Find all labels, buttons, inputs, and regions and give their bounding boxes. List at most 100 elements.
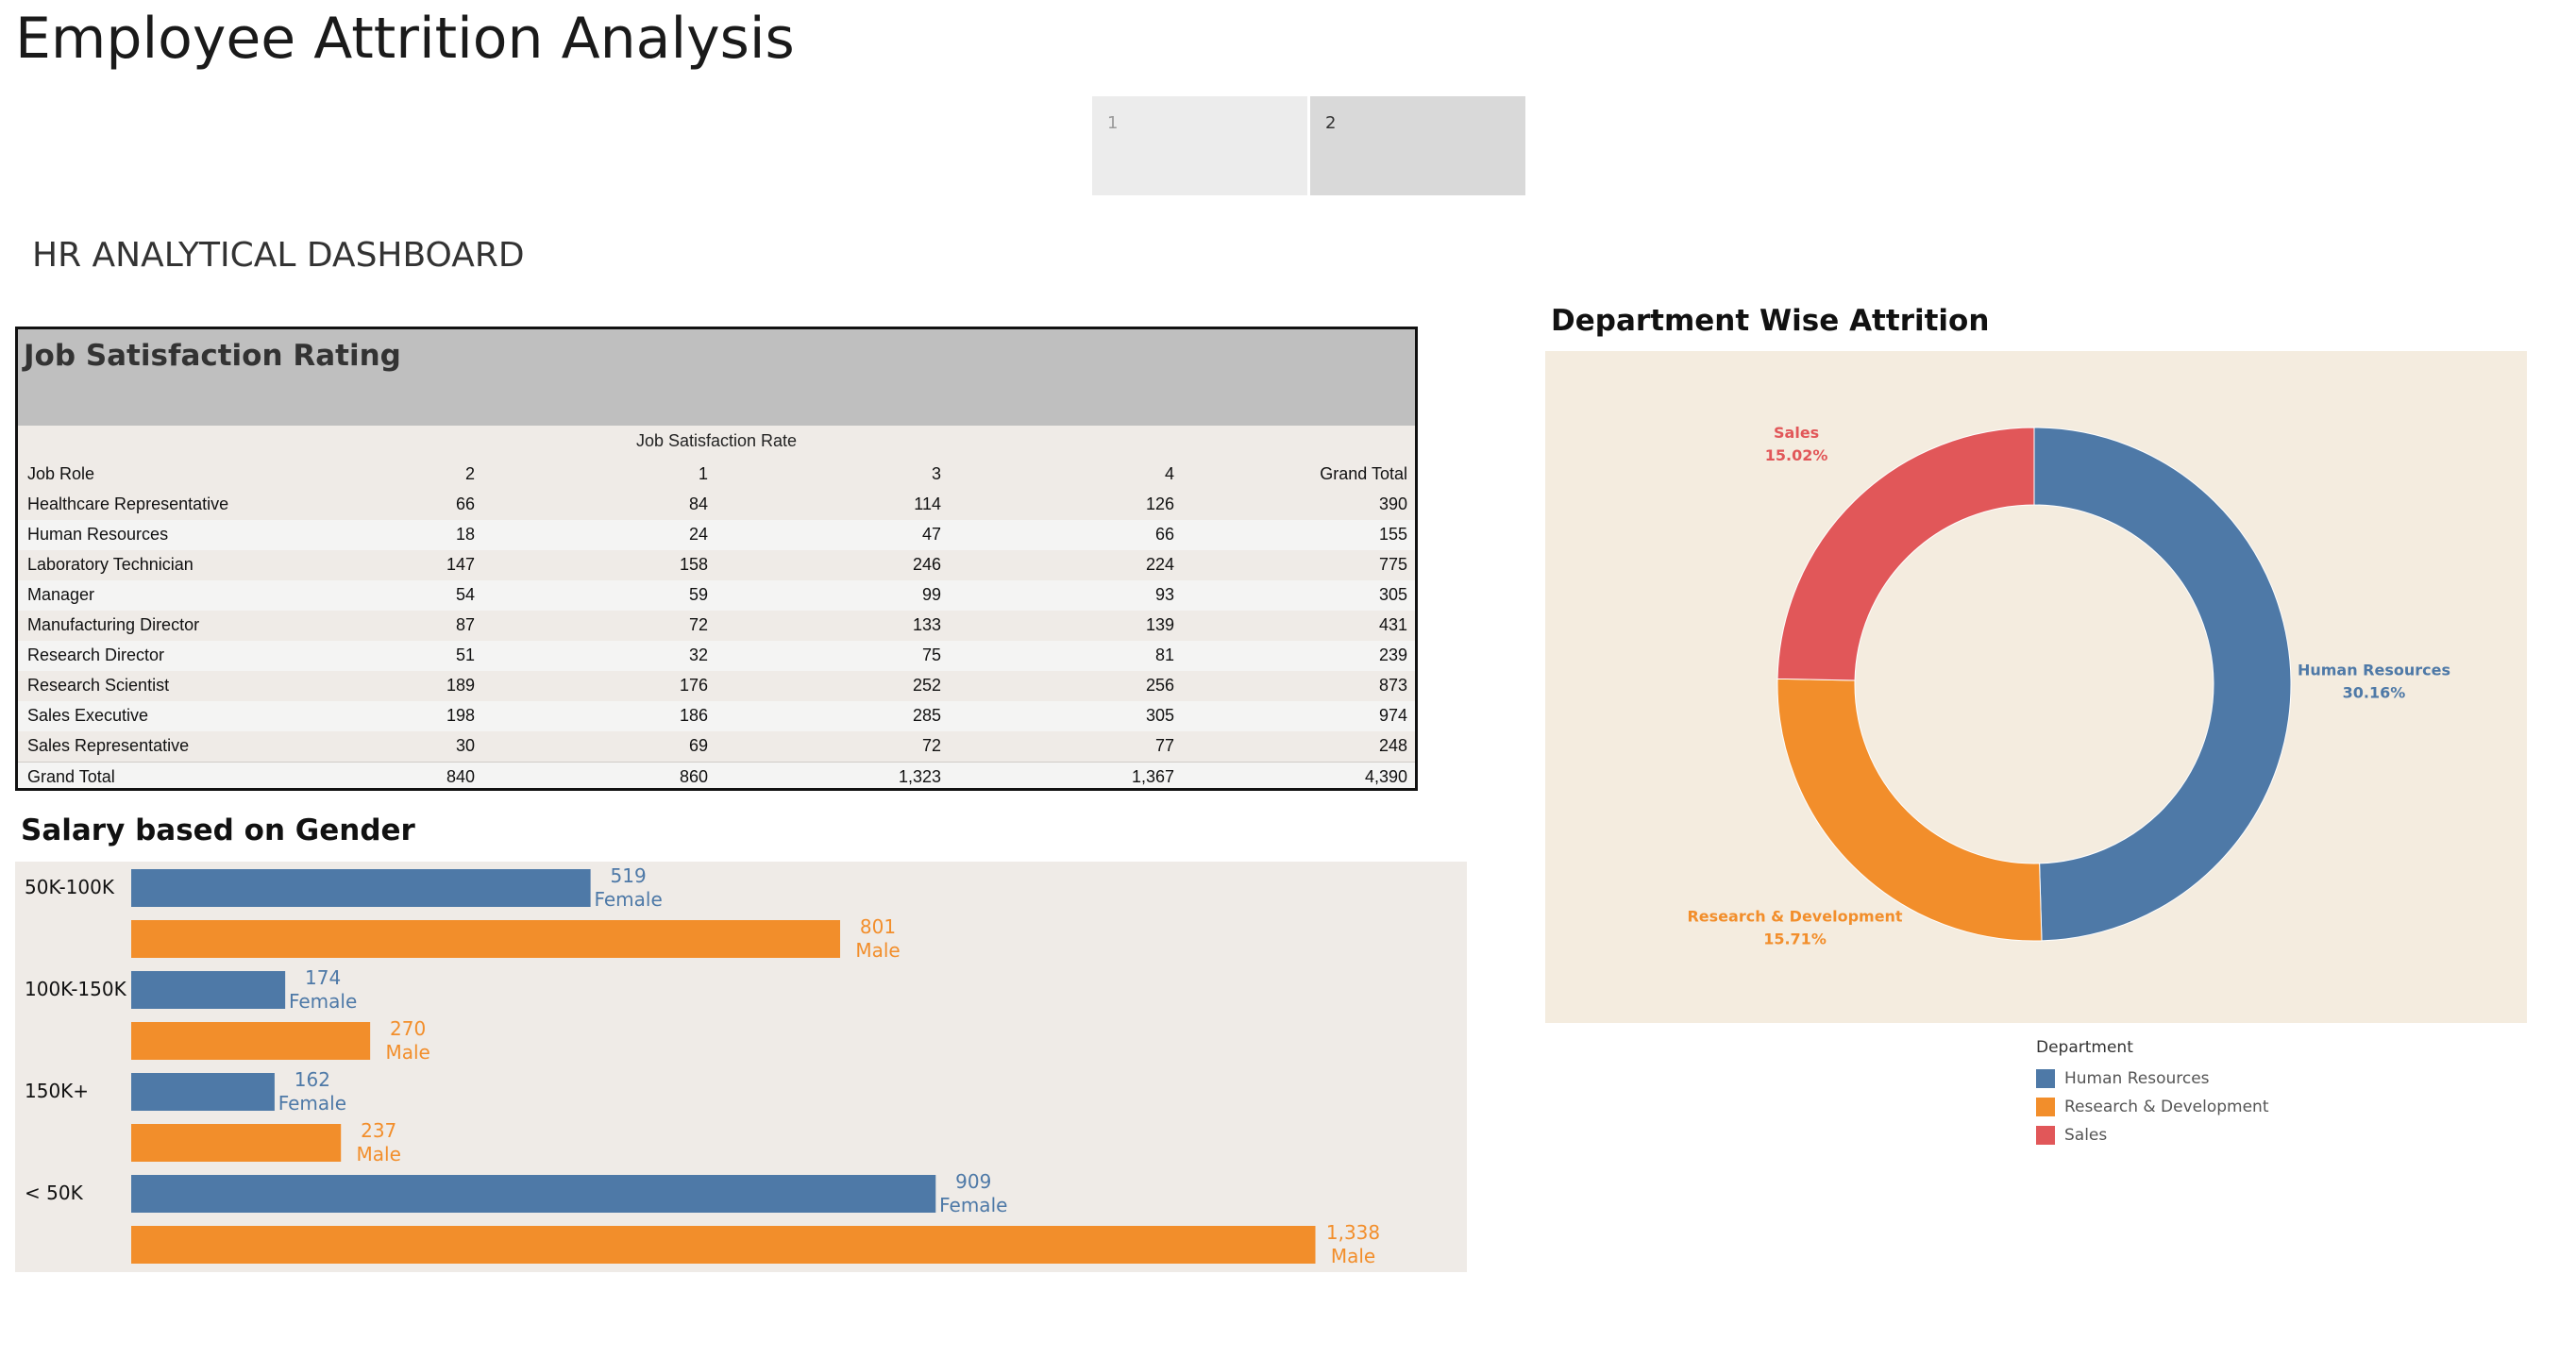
legend-label: Sales — [2064, 1126, 2108, 1145]
salary-series-label: Male — [385, 1041, 429, 1064]
salary-chart-title: Salary based on Gender — [21, 813, 415, 847]
value-cell: 155 — [1378, 525, 1407, 544]
salary-value-label: 270 — [390, 1017, 426, 1040]
value-cell: 974 — [1378, 706, 1407, 725]
salary-series-label: Female — [594, 888, 662, 911]
value-cell: 246 — [912, 555, 941, 574]
value-cell: 147 — [446, 555, 475, 574]
value-cell: 77 — [1154, 736, 1174, 755]
job-satisfaction-title: Job Satisfaction Rating — [24, 339, 401, 373]
value-cell: 1,367 — [1131, 767, 1174, 786]
dashboard-title: HR ANALYTICAL DASHBOARD — [32, 236, 525, 275]
salary-bar-male — [131, 920, 841, 958]
salary-value-label: 174 — [305, 966, 341, 989]
value-cell: 248 — [1378, 736, 1407, 755]
value-cell: 133 — [912, 615, 941, 634]
tab-1-label: 1 — [1107, 113, 1119, 133]
table-header-row: Job Role 2 1 3 4 Grand Total — [18, 460, 1415, 490]
value-cell: 59 — [688, 585, 708, 604]
salary-series-label: Female — [278, 1092, 346, 1115]
value-cell: 431 — [1378, 615, 1407, 634]
value-cell: 54 — [455, 585, 475, 604]
value-cell: 840 — [446, 767, 475, 786]
value-cell: 158 — [679, 555, 708, 574]
legend-item-sales[interactable]: Sales — [2036, 1121, 2268, 1149]
value-cell: 1,323 — [898, 767, 941, 786]
job-role-cell: Healthcare Representative — [27, 495, 229, 513]
job-role-cell: Sales Executive — [27, 706, 149, 725]
legend-label: Research & Development — [2064, 1098, 2269, 1116]
salary-value-label: 801 — [860, 915, 896, 938]
department-chart-title: Department Wise Attrition — [1551, 304, 1990, 338]
value-cell: 224 — [1145, 555, 1174, 574]
salary-bar-male — [131, 1226, 1316, 1264]
tab-2-label: 2 — [1325, 113, 1337, 133]
value-cell: 24 — [688, 525, 708, 544]
grand-total-row: Grand Total 840 860 1,323 1,367 4,390 — [18, 762, 1415, 788]
salary-series-label: Male — [357, 1143, 401, 1165]
salary-category-label: 50K-100K — [25, 876, 115, 898]
job-role-cell: Manufacturing Director — [27, 615, 200, 634]
job-role-cell: Manager — [27, 585, 95, 604]
donut-slice — [1776, 427, 2035, 681]
column-header: 4 — [1164, 464, 1174, 483]
value-cell: 139 — [1145, 615, 1174, 634]
value-cell: 4,390 — [1364, 767, 1407, 786]
legend-item-rd[interactable]: Research & Development — [2036, 1093, 2268, 1121]
value-cell: 256 — [1145, 676, 1174, 695]
tab-2[interactable]: 2 — [1310, 96, 1525, 195]
value-cell: 84 — [688, 495, 708, 513]
value-cell: 239 — [1378, 645, 1407, 664]
legend-label: Human Resources — [2064, 1069, 2210, 1088]
donut-slice — [1776, 678, 2043, 942]
value-cell: 87 — [455, 615, 475, 634]
value-cell: 81 — [1154, 645, 1174, 664]
job-role-cell: Research Director — [27, 645, 165, 664]
table-row: Research Director 51 32 75 81 239 — [18, 641, 1415, 671]
value-cell: 93 — [1154, 585, 1174, 604]
salary-bar-female — [131, 971, 286, 1009]
column-header: 2 — [464, 464, 475, 483]
salary-series-label: Female — [289, 990, 357, 1013]
value-cell: 114 — [914, 495, 941, 513]
salary-value-label: 909 — [955, 1170, 991, 1193]
table-row: Manufacturing Director 87 72 133 139 431 — [18, 611, 1415, 641]
table-row: Research Scientist 189 176 252 256 873 — [18, 671, 1415, 701]
department-donut-chart: Human Resources 30.16% Research & Developm… — [1545, 351, 2527, 1023]
salary-series-label: Male — [855, 939, 900, 962]
table-caption: Job Satisfaction Rate — [635, 431, 798, 450]
table-row: Sales Executive 198 186 285 305 974 — [18, 701, 1415, 731]
value-cell: 99 — [921, 585, 941, 604]
value-cell: 860 — [679, 767, 708, 786]
table-row: Healthcare Representative 66 84 114 126 390 — [18, 490, 1415, 520]
table-row: Human Resources 18 24 47 66 155 — [18, 520, 1415, 550]
salary-category-label: 150K+ — [25, 1080, 89, 1102]
value-cell: 176 — [679, 676, 708, 695]
tab-1[interactable]: 1 — [1092, 96, 1307, 195]
legend-item-hr[interactable]: Human Resources — [2036, 1065, 2268, 1093]
donut-slice-label: Human Resources — [2298, 662, 2450, 679]
job-satisfaction-panel: Job Satisfaction Rating Job Satisfaction… — [15, 327, 1418, 791]
value-cell: 189 — [446, 676, 475, 695]
donut-slice-percent: 15.71% — [1763, 930, 1827, 948]
salary-value-label: 162 — [295, 1068, 330, 1091]
salary-bar-female — [131, 869, 591, 907]
page-title: Employee Attrition Analysis — [15, 6, 795, 72]
column-header: Grand Total — [1320, 464, 1407, 483]
salary-bar-male — [131, 1022, 371, 1060]
value-cell: 66 — [455, 495, 475, 513]
legend-swatch-hr — [2036, 1069, 2055, 1088]
value-cell: 198 — [446, 706, 475, 725]
value-cell: 66 — [1154, 525, 1174, 544]
value-cell: 873 — [1378, 676, 1407, 695]
salary-bar-female — [131, 1073, 275, 1111]
value-cell: 305 — [1145, 706, 1174, 725]
value-cell: 32 — [688, 645, 708, 664]
salary-series-label: Female — [939, 1194, 1007, 1216]
value-cell: 126 — [1145, 495, 1174, 513]
value-cell: 18 — [455, 525, 475, 544]
salary-bar-male — [131, 1124, 342, 1162]
column-header: 1 — [698, 464, 708, 483]
value-cell: 72 — [921, 736, 941, 755]
